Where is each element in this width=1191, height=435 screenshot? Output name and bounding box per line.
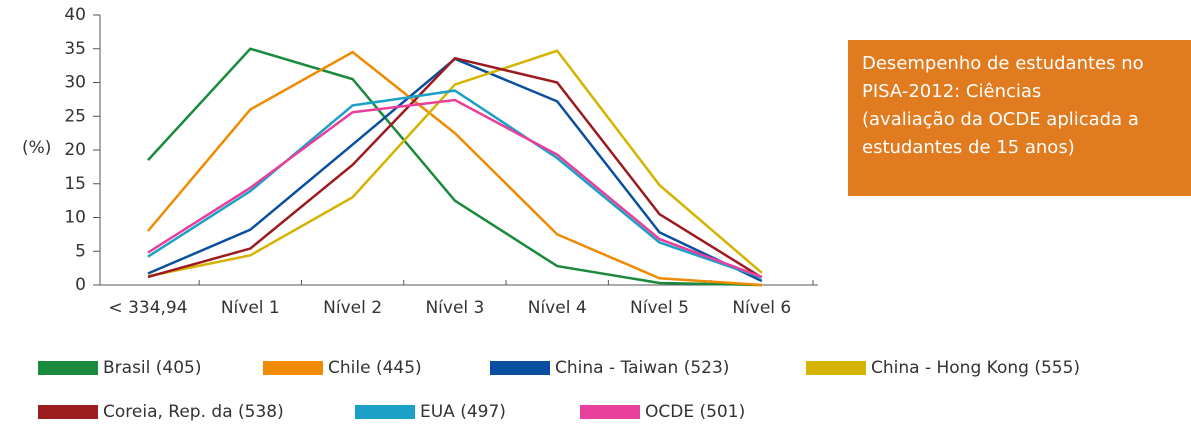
x-tick-label: Nível 5 xyxy=(630,298,689,318)
legend-label: Chile (445) xyxy=(328,358,422,378)
x-tick-label: Nível 4 xyxy=(528,298,587,318)
y-tick-label: 0 xyxy=(75,275,86,295)
legend-swatch xyxy=(38,361,98,375)
legend-swatch xyxy=(806,361,866,375)
line-series xyxy=(147,49,763,278)
y-tick-label: 15 xyxy=(64,174,86,194)
y-tick-label: 40 xyxy=(64,5,86,25)
chart-title: Desempenho de estudantes no xyxy=(862,53,1144,74)
chart-title: estudantes de 15 anos) xyxy=(862,137,1075,158)
y-axis-label: (%) xyxy=(22,138,51,158)
chart-title: PISA-2012: Ciências xyxy=(862,81,1042,102)
legend-swatch xyxy=(490,361,550,375)
legend-label: China - Hong Kong (555) xyxy=(871,358,1080,378)
y-tick-label: 35 xyxy=(64,39,86,59)
y-tick-label: 10 xyxy=(64,208,86,228)
line-series xyxy=(147,50,762,287)
y-tick-label: 30 xyxy=(64,73,86,93)
y-tick-label: 20 xyxy=(64,140,86,160)
y-tick-label: 25 xyxy=(64,106,86,126)
legend-label: China - Taiwan (523) xyxy=(555,358,729,378)
x-tick-label: Nível 2 xyxy=(323,298,382,318)
x-tick-label: Nível 6 xyxy=(732,298,791,318)
x-tick-label: < 334,94 xyxy=(108,298,187,318)
chart-title: (avaliação da OCDE aplicada a xyxy=(862,109,1139,130)
legend-label: Brasil (405) xyxy=(103,358,202,378)
legend-label: EUA (497) xyxy=(420,402,506,422)
legend-swatch xyxy=(38,405,98,419)
x-tick-label: Nível 3 xyxy=(425,298,484,318)
x-tick-label: Nível 1 xyxy=(221,298,280,318)
legend-label: OCDE (501) xyxy=(645,402,745,422)
y-tick-label: 5 xyxy=(75,241,86,261)
line-series xyxy=(147,98,763,279)
line-series xyxy=(147,57,763,283)
legend-swatch xyxy=(355,405,415,419)
legend-swatch xyxy=(580,405,640,419)
line-series xyxy=(147,56,763,279)
line-series xyxy=(147,89,763,279)
legend-label: Coreia, Rep. da (538) xyxy=(103,402,284,422)
legend-swatch xyxy=(263,361,323,375)
title-box: Desempenho de estudantes no PISA-2012: Ci… xyxy=(848,40,1191,196)
line-series xyxy=(147,47,762,287)
